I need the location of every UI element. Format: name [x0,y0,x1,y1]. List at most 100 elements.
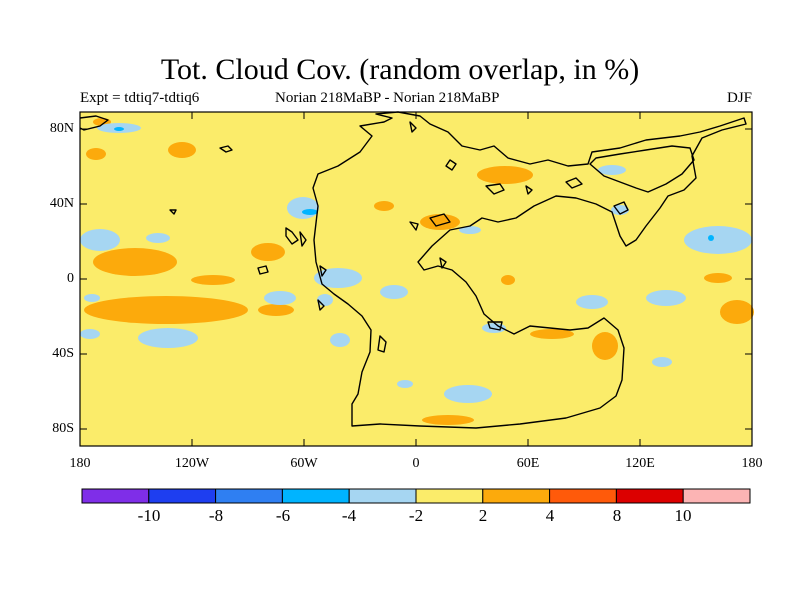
positive-patch [530,329,574,339]
island-coastline [589,145,695,193]
island-coastline [299,231,307,247]
island-coastline [439,257,447,269]
negative-patch [264,291,296,305]
strong-negative-patches [114,127,714,241]
negative-patch [444,385,492,403]
island-coastline [525,185,533,195]
island-coastline [565,177,583,189]
positive-patch [93,248,177,276]
coastlines [79,111,747,429]
positive-patch [477,166,533,184]
positive-patch [501,275,515,285]
negative-patch [80,229,120,251]
colorbar-label: -8 [208,506,224,525]
colorbar-label: 4 [545,506,555,525]
negative-patch [576,295,608,309]
lon-label: 120W [174,456,210,471]
positive-patch [420,214,460,230]
colorbar-box [615,488,684,504]
island-coastline [485,183,505,195]
positive-patch [251,243,285,261]
island-coastline [409,121,417,133]
colorbar-label: 10 [674,506,692,525]
lat-label: 40S [52,346,74,361]
map-background [80,112,752,446]
negative-patch [80,329,100,339]
negative-patch [380,285,408,299]
negative-patch [84,294,100,302]
colorbar-label: 2 [478,506,488,525]
positive-patch [84,296,248,324]
island-coastline [79,115,109,131]
colorbar-box [81,488,150,504]
map-title: Tot. Cloud Cov. (random overlap, in %) [160,53,640,86]
lat-label: 0 [67,271,74,286]
lon-label: 0 [412,456,420,471]
colorbar-label: -10 [137,506,161,525]
negative-patch [598,165,626,175]
colorbar-box [482,488,551,504]
island-coastline [613,201,629,215]
island-coastline [169,209,177,215]
island-coastline [285,227,299,245]
island-coastline [409,221,419,231]
negative-patch [397,380,413,388]
positive-patch [86,148,106,160]
lat-label: 40N [49,196,74,211]
colorbar-label: 8 [612,506,622,525]
lon-label: 120E [625,456,655,471]
positive-patch [191,275,235,285]
negative-patch [459,226,481,234]
strong-negative-patch [114,127,124,131]
island-coastline [219,145,233,153]
positive-anomaly-patches [84,118,754,425]
island-coastline [487,321,503,331]
positive-patch [720,300,754,324]
lon-label: 60W [290,456,318,471]
colorbar-box [549,488,617,504]
axis-ticks [79,112,753,446]
island-coastline [445,159,457,171]
negative-patch [146,233,170,243]
positive-patch [258,304,294,316]
island-coastline [429,213,451,227]
island-coastline [319,265,327,277]
negative-patch [684,226,752,254]
negative-patch [330,333,350,347]
negative-patch [314,268,362,288]
island-coastline [377,335,387,353]
strong-negative-patch [708,235,714,241]
negative-anomaly-patches [80,123,752,403]
negative-patch [652,357,672,367]
lon-label: 60E [516,456,540,471]
island-coastline [317,299,325,311]
colorbar-box [348,488,417,504]
lon-label: 180 [69,456,91,471]
lat-label: 80N [49,121,74,136]
colorbar-label: -6 [275,506,291,525]
colorbar-label: -4 [341,506,357,525]
colorbar-box [148,488,217,504]
positive-patch [704,273,732,283]
experiment-label: Expt = tdtiq7-tdtiq6 [80,90,200,106]
positive-patch [374,201,394,211]
colorbar-box [215,488,283,504]
negative-patch [287,197,319,219]
season-label: DJF [726,90,752,106]
colorbar-box [281,488,350,504]
period-label: Norian 218MaBP - Norian 218MaBP [275,90,500,106]
colorbar-box [415,488,484,504]
lat-label: 80S [52,421,74,436]
colorbar-label: -2 [408,506,424,525]
lon-label: 180 [741,456,763,471]
colorbar [81,488,751,504]
negative-patch [138,328,198,348]
island-coastline [257,265,269,275]
positive-patch [592,332,618,360]
colorbar-box [682,488,751,504]
negative-patch [646,290,686,306]
positive-patch [422,415,474,425]
strong-negative-patch [302,209,318,215]
positive-patch [168,142,196,158]
